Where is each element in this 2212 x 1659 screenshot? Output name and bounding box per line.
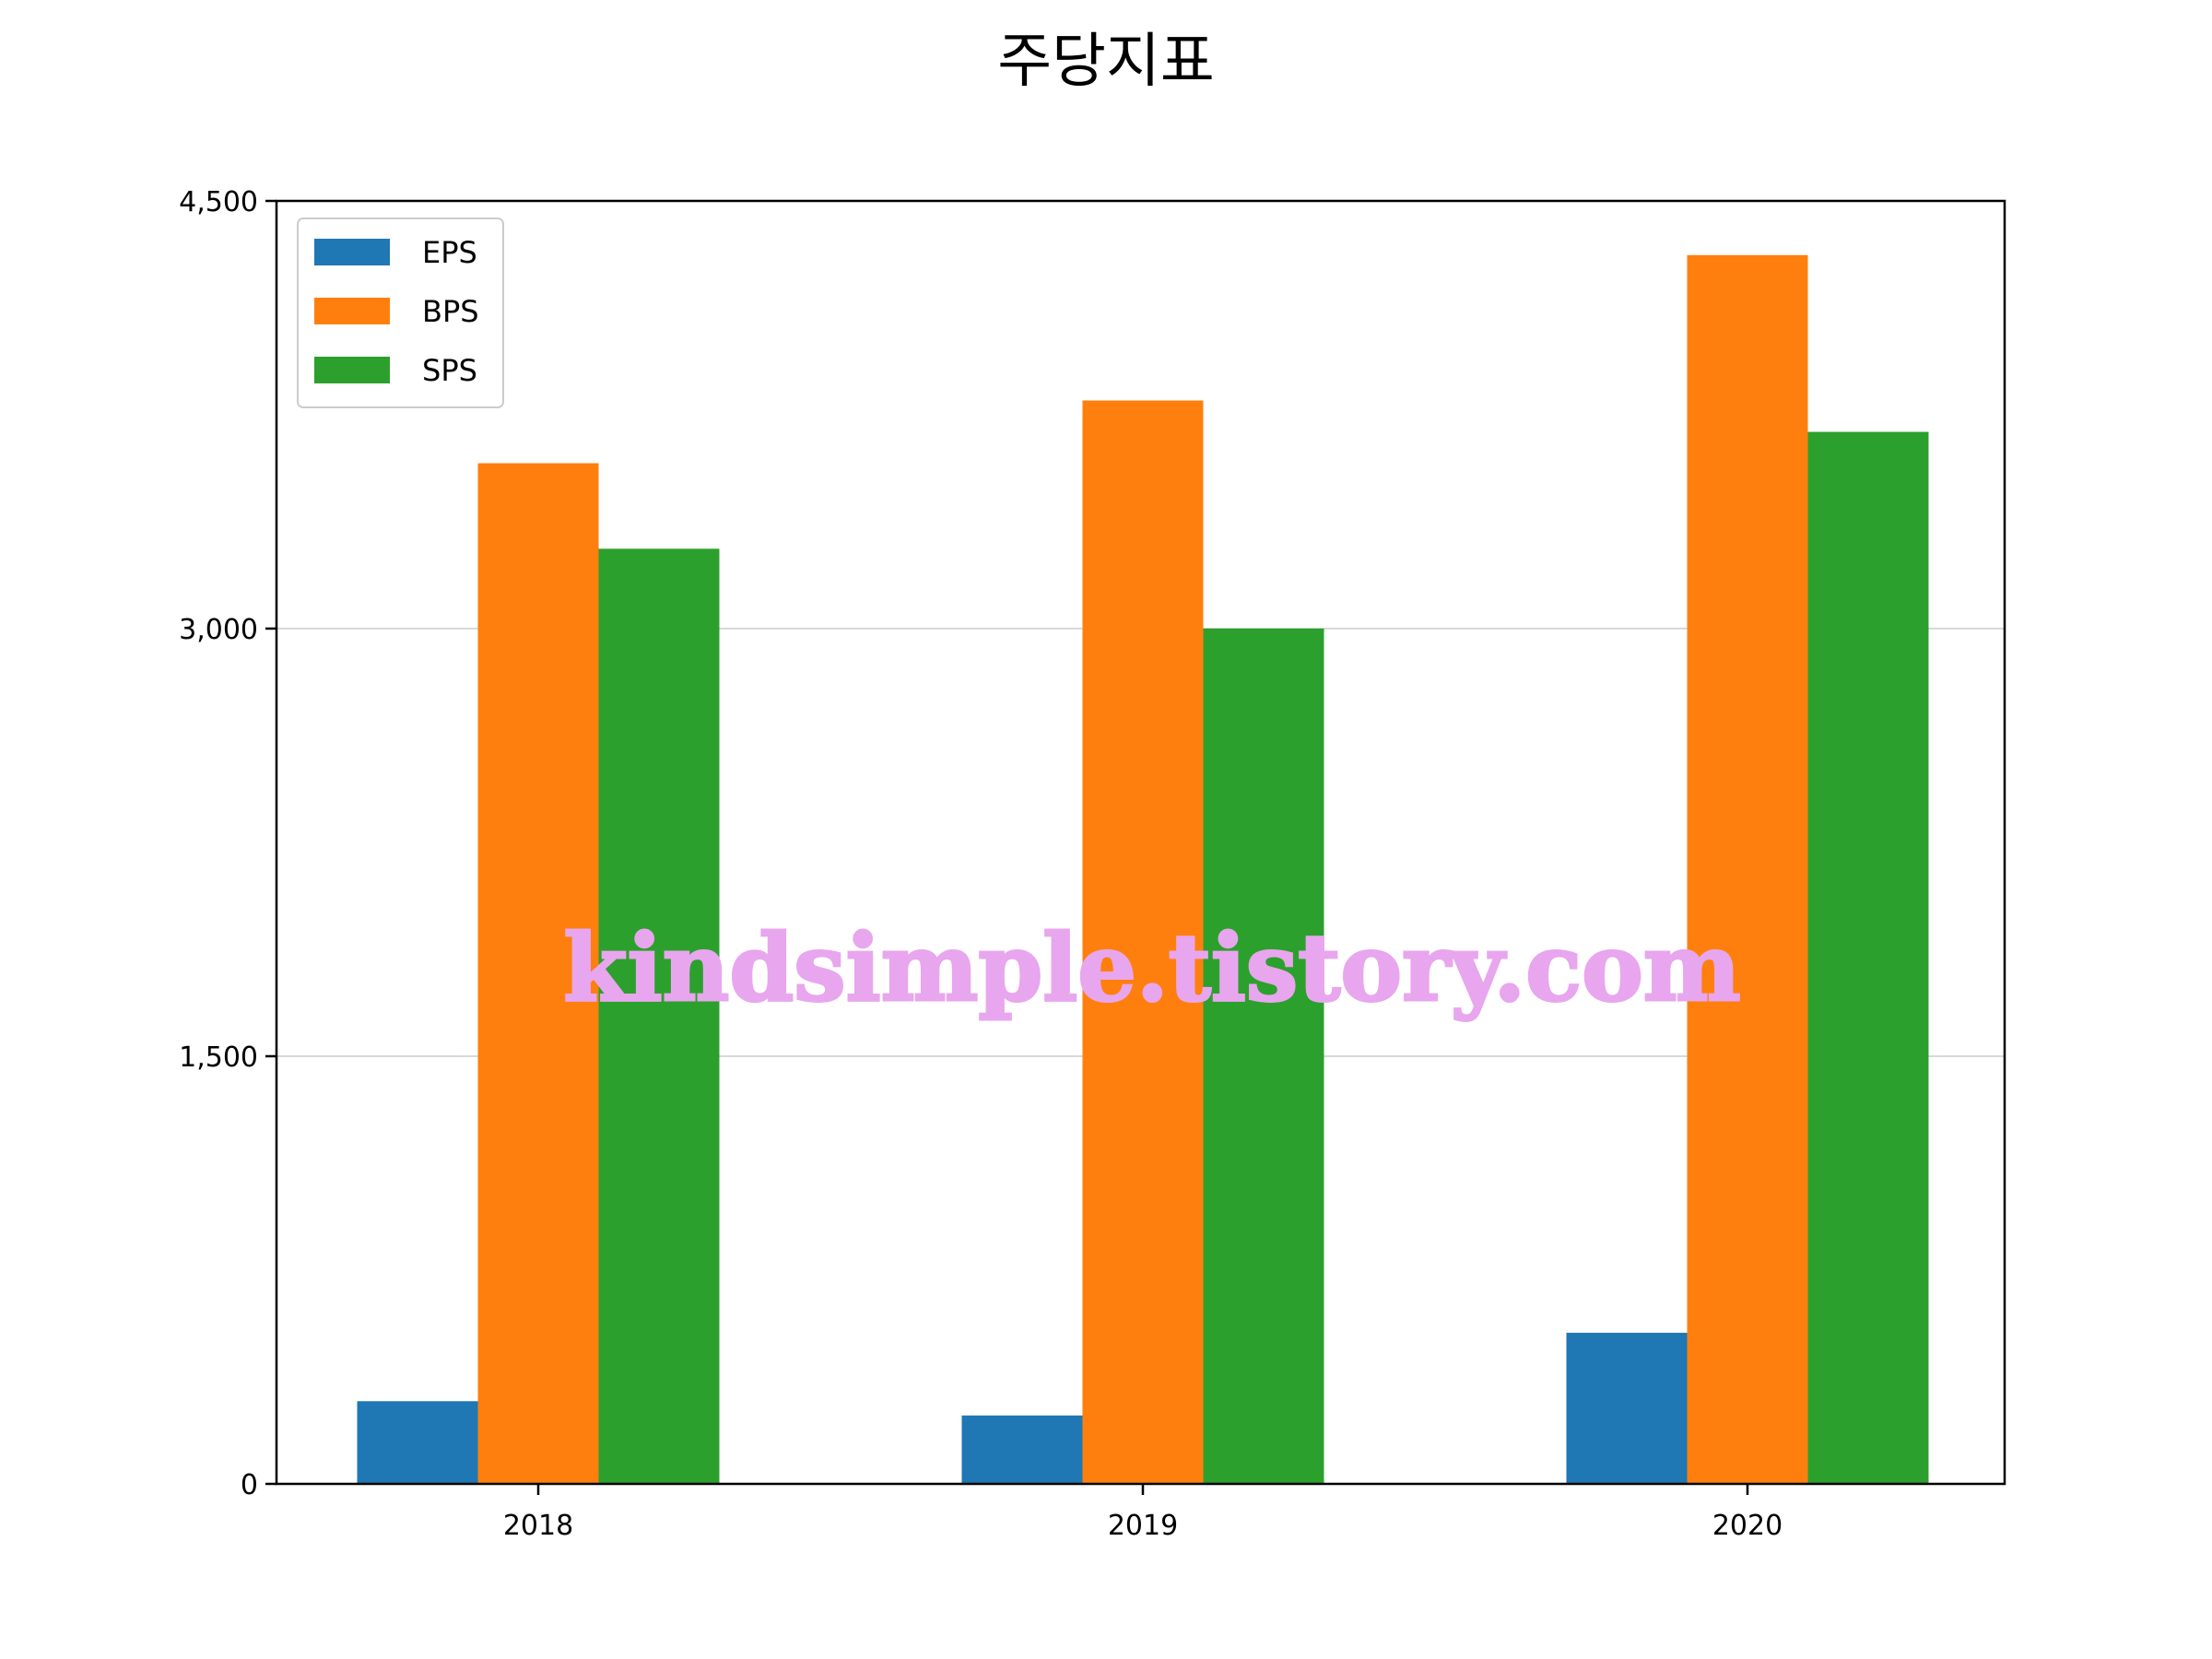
legend-label-sps: SPS [422,353,477,388]
y-tick-label: 4,500 [179,186,258,218]
x-tick-label: 2018 [503,1510,573,1542]
bar-sps-2018 [598,548,720,1484]
bar-eps-2019 [961,1415,1083,1484]
x-tick-label: 2020 [1712,1510,1783,1542]
bar-bps-2019 [1082,400,1204,1484]
bar-bps-2020 [1687,254,1808,1485]
legend: EPS BPS SPS [297,218,504,408]
y-axis: 0 1,500 3,000 4,500 [179,186,276,1501]
chart-title: 주당지표 [997,28,1215,96]
legend-swatch-bps [314,298,390,324]
bar-eps-2020 [1566,1333,1688,1484]
bars [357,254,1929,1485]
y-tick-label: 0 [241,1469,258,1501]
x-axis: 2018 2019 2020 [503,1484,1783,1542]
bar-eps-2018 [357,1401,478,1484]
bar-sps-2019 [1203,629,1324,1484]
watermark-text: kindsimple.tistory.com [563,913,1740,1022]
x-tick-label: 2019 [1108,1510,1178,1542]
y-tick-label: 1,500 [179,1041,258,1074]
y-tick-label: 3,000 [179,614,258,646]
plot-frame [275,199,2006,1486]
legend-swatch-sps [314,357,390,383]
bar-bps-2018 [477,463,599,1484]
legend-swatch-eps [314,239,390,265]
bar-sps-2020 [1807,431,1929,1484]
legend-label-bps: BPS [422,294,479,329]
legend-label-eps: EPS [422,235,477,270]
